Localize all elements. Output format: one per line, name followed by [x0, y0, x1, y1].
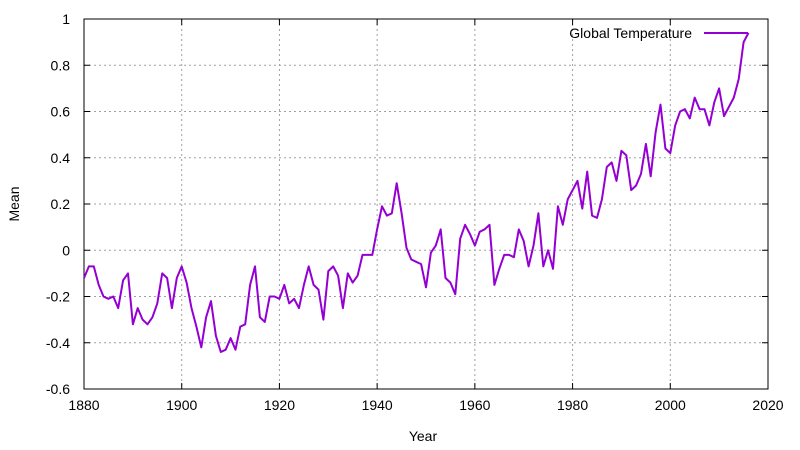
legend-label: Global Temperature — [569, 25, 692, 41]
y-axis-title: Mean — [6, 186, 22, 221]
series-layer — [83, 32, 750, 353]
y-tick-label: 0.8 — [51, 57, 71, 73]
y-tick-label: 0 — [62, 242, 70, 258]
x-tick-label: 2020 — [752, 397, 783, 413]
y-tick-label: 0.4 — [51, 150, 71, 166]
legend: Global Temperature — [569, 25, 748, 41]
y-tick-label: -0.2 — [46, 289, 70, 305]
grid-lines — [84, 19, 768, 389]
x-tick-label: 1960 — [459, 397, 490, 413]
x-tick-label: 1980 — [557, 397, 588, 413]
x-tick-label: 1920 — [264, 397, 295, 413]
series-line-global-temperature — [83, 32, 750, 353]
x-tick-label: 1880 — [68, 397, 99, 413]
x-axis-title: Year — [409, 428, 438, 444]
y-tick-label: -0.4 — [46, 335, 70, 351]
y-tick-label: 1 — [62, 11, 70, 27]
x-tick-label: 1940 — [362, 397, 393, 413]
axis-ticks: -0.6 -0.4 -0.2 0 0.2 0.4 0.6 0.8 1 1880 1900 1920 19… — [46, 11, 784, 413]
y-tick-label: 0.6 — [51, 104, 71, 120]
x-tick-label: 1900 — [166, 397, 197, 413]
y-tick-label: -0.6 — [46, 381, 70, 397]
y-tick-label: 0.2 — [51, 196, 71, 212]
x-tick-label: 2000 — [655, 397, 686, 413]
